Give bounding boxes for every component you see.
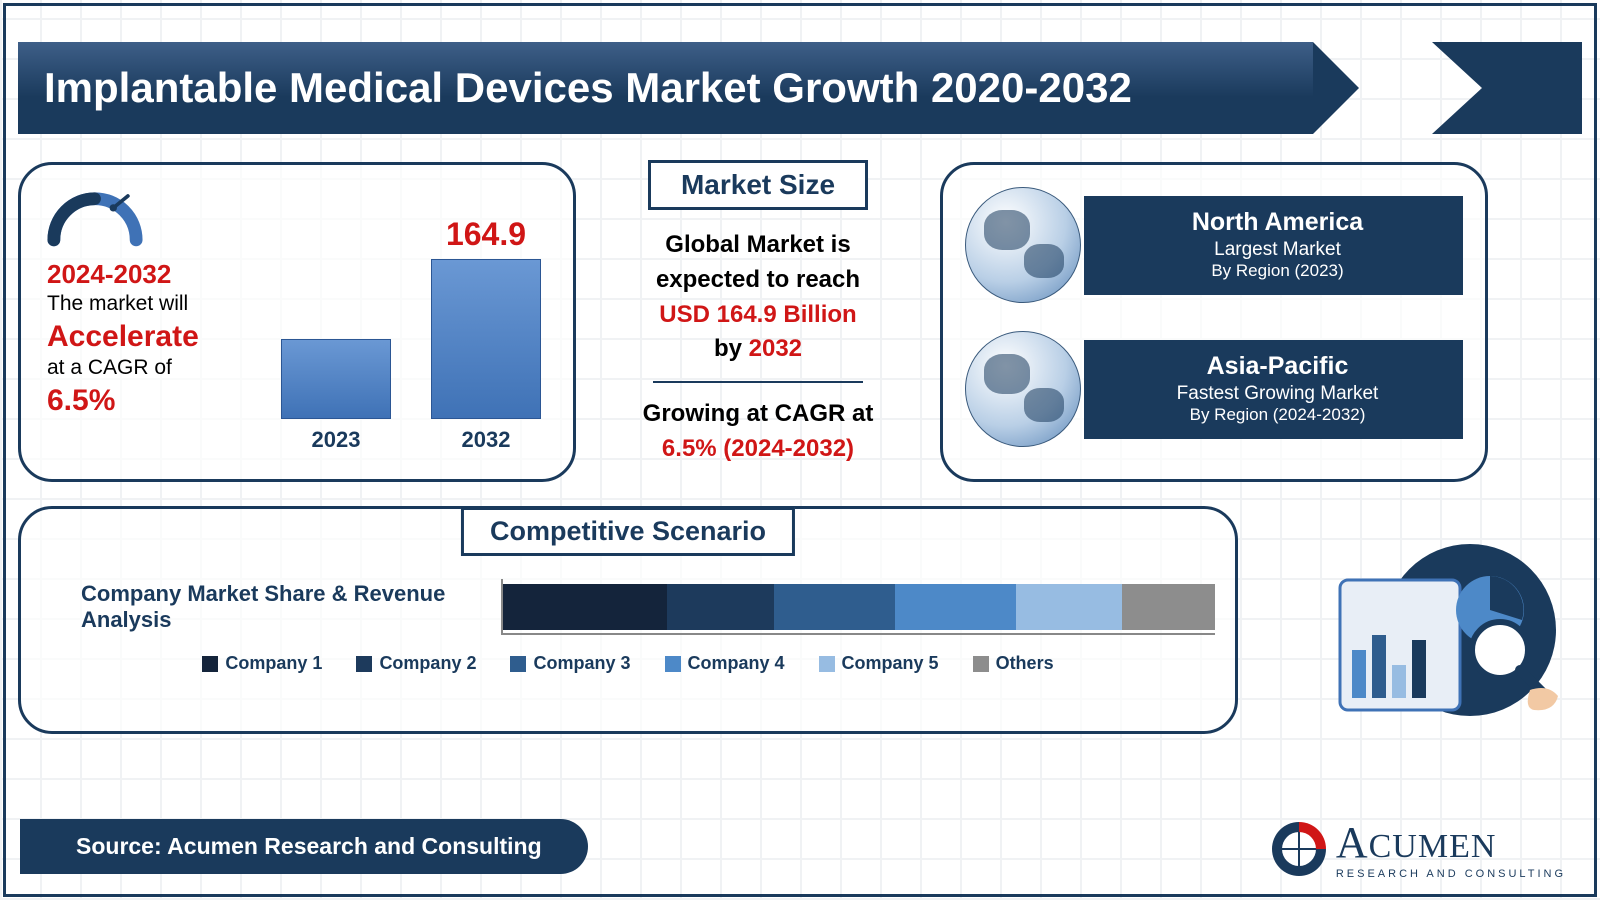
ms-divider bbox=[653, 381, 864, 383]
speedometer-icon bbox=[47, 185, 143, 249]
share-segment bbox=[774, 584, 895, 630]
legend-label: Company 1 bbox=[225, 653, 322, 674]
title-chevron-icon bbox=[1313, 42, 1359, 134]
bar-2023-label: 2023 bbox=[281, 427, 391, 453]
region2-sub1: Fastest Growing Market bbox=[1108, 383, 1447, 405]
legend-item: Company 3 bbox=[510, 653, 630, 674]
analytics-illustration-icon bbox=[1300, 540, 1560, 740]
legend-label: Company 4 bbox=[688, 653, 785, 674]
region1-sub2: By Region (2023) bbox=[1108, 261, 1447, 281]
legend-label: Others bbox=[996, 653, 1054, 674]
ms-line1: Global Market is bbox=[643, 228, 874, 263]
share-label: Company Market Share & Revenue Analysis bbox=[41, 581, 501, 633]
ms-grow-value: 6.5% (2024-2032) bbox=[643, 432, 874, 467]
bar-2032-label: 2032 bbox=[431, 427, 541, 453]
legend-item: Others bbox=[973, 653, 1054, 674]
market-share-legend: Company 1 Company 2 Company 3 Company 4 Comp… bbox=[41, 653, 1215, 674]
accel-line1: The market will bbox=[47, 292, 241, 316]
ms-value: USD 164.9 Billion bbox=[643, 298, 874, 333]
share-segment bbox=[895, 584, 1016, 630]
bar-2032-value: 164.9 bbox=[431, 216, 541, 253]
accelerate-word: Accelerate bbox=[47, 320, 241, 354]
competitive-panel: Competitive Scenario Company Market Shar… bbox=[18, 506, 1238, 734]
accel-line2: at a CAGR of bbox=[47, 356, 241, 380]
region2-sub2: By Region (2024-2032) bbox=[1108, 405, 1447, 425]
competitive-header: Competitive Scenario bbox=[461, 507, 795, 556]
ms-by-year: 2032 bbox=[749, 335, 802, 362]
growth-bar-chart: 2023 164.9 2032 bbox=[251, 165, 573, 479]
ms-line2: expected to reach bbox=[643, 263, 874, 298]
legend-swatch-icon bbox=[356, 656, 372, 672]
regions-panel: North America Largest Market By Region (… bbox=[940, 162, 1488, 482]
region1-sub1: Largest Market bbox=[1108, 239, 1447, 261]
forecast-period: 2024-2032 bbox=[47, 259, 241, 290]
legend-item: Company 2 bbox=[356, 653, 476, 674]
legend-swatch-icon bbox=[510, 656, 526, 672]
legend-swatch-icon bbox=[973, 656, 989, 672]
ms-grow-line: Growing at CAGR at bbox=[643, 397, 874, 432]
market-size-block: Market Size Global Market is expected to… bbox=[598, 162, 918, 482]
legend-item: Company 4 bbox=[665, 653, 785, 674]
ms-by: by 2032 bbox=[643, 332, 874, 367]
share-segment bbox=[1122, 584, 1215, 630]
share-segment bbox=[667, 584, 774, 630]
legend-label: Company 5 bbox=[842, 653, 939, 674]
region1-name: North America bbox=[1108, 208, 1447, 237]
legend-label: Company 2 bbox=[379, 653, 476, 674]
globe-icon bbox=[965, 187, 1081, 303]
region2-name: Asia-Pacific bbox=[1108, 352, 1447, 381]
cagr-value: 6.5% bbox=[47, 384, 241, 418]
bar-2023 bbox=[281, 339, 391, 419]
share-segment bbox=[1016, 584, 1123, 630]
ms-by-word: by bbox=[714, 335, 742, 362]
accelerate-panel: 2024-2032 The market will Accelerate at … bbox=[18, 162, 576, 482]
region-asia-pacific: Asia-Pacific Fastest Growing Market By R… bbox=[965, 331, 1463, 447]
bar-2032 bbox=[431, 259, 541, 419]
title-text: Implantable Medical Devices Market Growt… bbox=[18, 42, 1313, 134]
share-segment bbox=[503, 584, 667, 630]
legend-swatch-icon bbox=[819, 656, 835, 672]
market-share-bar bbox=[501, 579, 1215, 635]
legend-item: Company 1 bbox=[202, 653, 322, 674]
region-north-america: North America Largest Market By Region (… bbox=[965, 187, 1463, 303]
title-tail bbox=[1382, 42, 1582, 134]
title-banner: Implantable Medical Devices Market Growt… bbox=[18, 42, 1582, 134]
globe-icon bbox=[965, 331, 1081, 447]
legend-item: Company 5 bbox=[819, 653, 939, 674]
legend-swatch-icon bbox=[665, 656, 681, 672]
legend-label: Company 3 bbox=[533, 653, 630, 674]
market-size-header: Market Size bbox=[648, 160, 868, 210]
legend-swatch-icon bbox=[202, 656, 218, 672]
